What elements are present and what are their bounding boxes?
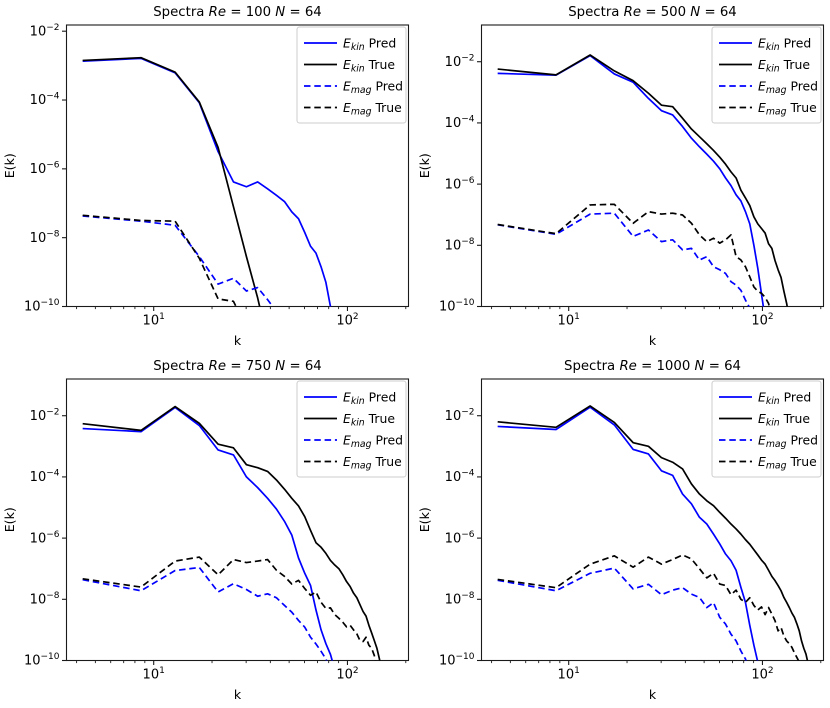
x-tick-label: 101 [558,312,580,329]
y-tick-label: 10−10 [24,652,60,669]
legend-entry-label: Ekin Pred [758,35,811,53]
y-tick-label: 10−6 [30,161,60,178]
y-tick-label: 10−6 [445,176,475,193]
y-tick-label: 10−4 [445,115,475,131]
x-axis-label: k [649,687,657,702]
y-tick-label: 10−10 [439,652,475,669]
series-line-emag-pred [82,566,328,661]
x-axis-label: k [234,687,242,702]
y-tick-label: 10−4 [30,92,60,109]
series-line-ekin-pred [82,406,334,661]
y-axis-label: E(k) [417,507,432,532]
series-line-ekin-true [497,54,789,307]
subplot-title: Spectra Re = 100 N = 64 [153,5,322,20]
series-line-emag-true [82,556,377,661]
legend-box [711,26,822,124]
subplot-re-750: Spectra Re = 750 N = 64 101 102 10−2 10−4 10−… [0,354,415,708]
legend-entry-label: Emag True [343,100,402,118]
series-line-emag-pred [497,567,747,661]
x-tick-label: 101 [143,312,165,329]
subplot-title: Spectra Re = 1000 N = 64 [564,359,741,374]
series-line-ekin-pred [497,54,765,307]
plot-frame [65,378,410,662]
legend-entry-label: Emag Pred [343,78,403,96]
legend-entry-label: Emag True [758,454,817,472]
x-tick-label: 102 [336,666,358,683]
series-line-emag-pred [497,212,750,307]
legend-entry-label: Emag True [758,100,817,118]
x-axis-label: k [649,333,657,348]
y-axis-label: E(k) [417,153,432,178]
subplot-title: Spectra Re = 750 N = 64 [153,359,322,374]
legend: Ekin Pred Ekin True Emag Pred Emag True [711,26,822,124]
subplot-title: Spectra Re = 500 N = 64 [568,5,737,20]
plot-canvas: Spectra Re = 1000 N = 64 101 102 10−2 10−4 10… [417,359,825,702]
x-tick-label: 102 [336,312,358,329]
y-tick-label: 10−10 [439,298,475,315]
x-tick-label: 101 [143,666,165,683]
y-tick-label: 10−2 [445,407,475,424]
y-axis-label: E(k) [2,507,17,532]
legend-entry-label: Ekin True [343,411,395,429]
legend-entry-label: Ekin Pred [343,35,396,53]
x-tick-label: 102 [751,312,773,329]
legend-entry-label: Emag Pred [343,432,403,450]
legend: Ekin Pred Ekin True Emag Pred Emag True [711,380,822,478]
y-tick-label: 10−8 [30,229,60,246]
y-tick-label: 10−8 [445,237,475,254]
x-axis-label: k [234,333,242,348]
legend-entry-label: Emag Pred [758,78,818,96]
legend-entry-label: Ekin True [758,57,810,75]
legend-entry-label: Emag True [343,454,402,472]
legend-entry-label: Ekin True [343,57,395,75]
series-line-ekin-true [82,56,261,307]
series-line-emag-pred [82,215,274,307]
plot-frame [480,24,825,308]
series-line-ekin-true [497,405,809,661]
plot-canvas: Spectra Re = 750 N = 64 101 102 10−2 10−4 10−… [2,359,410,702]
y-axis-label: E(k) [2,153,17,178]
subplot-re-100: Spectra Re = 100 N = 64 101 102 10−2 10−4 10−… [0,0,415,354]
subplot-re-500: Spectra Re = 500 N = 64 101 102 10−2 10−4 10−… [415,0,830,354]
legend-box [296,380,407,478]
series-line-emag-true [497,203,771,307]
subplot-re-1000: Spectra Re = 1000 N = 64 101 102 10−2 10−4 10… [415,354,830,708]
plot-canvas: Spectra Re = 500 N = 64 101 102 10−2 10−4 10−… [417,5,825,348]
x-tick-label: 102 [751,666,773,683]
series-line-ekin-true [82,405,381,661]
plot-frame [480,378,825,662]
y-tick-label: 10−4 [445,469,475,486]
legend: Ekin Pred Ekin True Emag Pred Emag True [296,380,407,478]
series-line-ekin-pred [497,406,759,661]
series-line-emag-true [497,554,800,661]
plot-frame [65,24,410,308]
legend: Ekin Pred Ekin True Emag Pred Emag True [296,26,407,124]
legend-entry-label: Emag Pred [758,432,818,450]
y-tick-label: 10−4 [30,469,60,486]
x-tick-label: 101 [558,666,580,683]
y-tick-label: 10−2 [30,23,60,40]
y-tick-label: 10−2 [30,407,60,424]
y-tick-label: 10−2 [445,53,475,70]
y-tick-label: 10−8 [30,591,60,608]
y-tick-label: 10−8 [445,591,475,608]
legend-entry-label: Ekin Pred [758,389,811,407]
y-tick-label: 10−6 [30,530,60,547]
legend-entry-label: Ekin True [758,411,810,429]
legend-box [296,26,407,124]
plot-canvas: Spectra Re = 100 N = 64 101 102 10−2 10−4 10−… [2,5,410,348]
series-line-emag-true [82,214,237,307]
legend-entry-label: Ekin Pred [343,389,396,407]
legend-box [711,380,822,478]
y-tick-label: 10−10 [24,298,60,315]
y-tick-label: 10−6 [445,530,475,547]
